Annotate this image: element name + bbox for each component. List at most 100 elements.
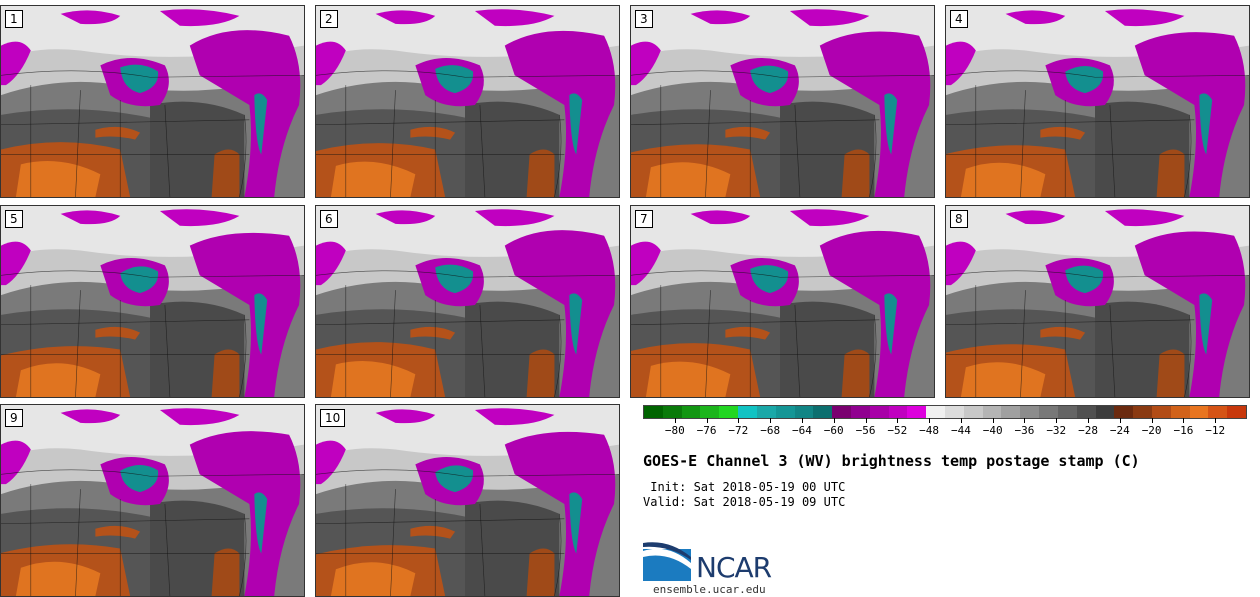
init-time: Init: Sat 2018-05-19 00 UTC xyxy=(643,480,846,494)
member-panel-2: 2 xyxy=(315,5,620,198)
colorbar-swatch xyxy=(1076,406,1096,418)
member-panel-7: 7 xyxy=(630,205,935,398)
ncar-logo-icon xyxy=(643,542,691,581)
colorbar-swatch xyxy=(888,406,908,418)
colorbar-tick xyxy=(1024,418,1026,423)
colorbar-tick xyxy=(706,418,708,423)
colorbar-tick-label: −80 xyxy=(664,424,685,437)
member-label: 10 xyxy=(320,409,346,427)
colorbar-swatch xyxy=(813,406,833,418)
colorbar-tick xyxy=(897,418,899,423)
wv-map xyxy=(1,206,304,397)
colorbar-swatch xyxy=(1189,406,1209,418)
colorbar-tick xyxy=(770,418,772,423)
colorbar-swatch xyxy=(1170,406,1190,418)
wv-map xyxy=(1,6,304,197)
colorbar-swatch xyxy=(681,406,701,418)
colorbar-swatch xyxy=(719,406,739,418)
colorbar xyxy=(643,405,1247,419)
member-label: 3 xyxy=(635,10,653,28)
colorbar-swatch xyxy=(1151,406,1171,418)
colorbar-swatch xyxy=(1001,406,1021,418)
colorbar-tick-label: −48 xyxy=(919,424,940,437)
colorbar-swatch xyxy=(832,406,851,418)
colorbar-swatch xyxy=(756,406,776,418)
colorbar-swatch xyxy=(1095,406,1115,418)
colorbar-tick-label: −76 xyxy=(696,424,717,437)
colorbar-swatch xyxy=(926,406,945,418)
colorbar-swatch xyxy=(662,406,682,418)
colorbar-tick xyxy=(738,418,740,423)
colorbar-swatch xyxy=(1039,406,1058,418)
colorbar-tick-label: −72 xyxy=(728,424,749,437)
colorbar-tick-label: −44 xyxy=(950,424,971,437)
member-label: 6 xyxy=(320,210,338,228)
member-label: 4 xyxy=(950,10,968,28)
member-label: 2 xyxy=(320,10,338,28)
plot-title: GOES-E Channel 3 (WV) brightness temp po… xyxy=(643,452,1140,470)
colorbar-tick-label: −32 xyxy=(1046,424,1067,437)
colorbar-tick-label: −28 xyxy=(1078,424,1098,437)
colorbar-swatch xyxy=(850,406,870,418)
colorbar-tick-label: −36 xyxy=(1014,424,1035,437)
site-url: ensemble.ucar.edu xyxy=(653,583,766,596)
wv-map xyxy=(946,206,1249,397)
member-panel-5: 5 xyxy=(0,205,305,398)
colorbar-tick xyxy=(960,418,962,423)
colorbar-swatch xyxy=(1227,406,1246,418)
ncar-logo-text: NCAR xyxy=(696,551,772,584)
member-panel-9: 9 xyxy=(0,404,305,597)
colorbar-tick xyxy=(1119,418,1121,423)
colorbar-swatch xyxy=(1020,406,1040,418)
colorbar-tick-label: −60 xyxy=(823,424,844,437)
colorbar-tick xyxy=(1215,418,1217,423)
colorbar-tick xyxy=(674,418,676,423)
colorbar-tick-label: −20 xyxy=(1141,424,1162,437)
colorbar-tick xyxy=(1088,418,1090,423)
member-panel-6: 6 xyxy=(315,205,620,398)
wv-map xyxy=(946,6,1249,197)
colorbar-swatch xyxy=(794,406,814,418)
wv-map xyxy=(316,206,619,397)
colorbar-swatch xyxy=(945,406,964,418)
member-panel-1: 1 xyxy=(0,5,305,198)
member-label: 5 xyxy=(5,210,23,228)
colorbar-tick xyxy=(929,418,931,423)
colorbar-tick-label: −16 xyxy=(1173,424,1194,437)
colorbar-ticks: −80 −76 −72 −68 −64 −60 −56 −52 −48 −44 −40 −36 −32−… xyxy=(643,418,1247,438)
colorbar-swatch xyxy=(700,406,720,418)
colorbar-tick xyxy=(801,418,803,423)
member-panel-3: 3 xyxy=(630,5,935,198)
member-label: 1 xyxy=(5,10,23,28)
colorbar-tick xyxy=(992,418,994,423)
colorbar-tick xyxy=(1183,418,1185,423)
colorbar-tick-label: −24 xyxy=(1109,424,1130,437)
colorbar-tick-label: −64 xyxy=(792,424,812,437)
colorbar-tick xyxy=(1056,418,1058,423)
colorbar-swatch xyxy=(738,406,757,418)
member-label: 9 xyxy=(5,409,23,427)
colorbar-tick xyxy=(1151,418,1153,423)
colorbar-tick-label: −40 xyxy=(982,424,1003,437)
colorbar-tick-label: −56 xyxy=(855,424,876,437)
colorbar-swatch xyxy=(982,406,1002,418)
member-panel-10: 10 xyxy=(315,404,620,597)
colorbar-tick xyxy=(833,418,835,423)
colorbar-swatch xyxy=(644,406,663,418)
colorbar-swatch xyxy=(1208,406,1228,418)
wv-map xyxy=(316,6,619,197)
colorbar-tick xyxy=(865,418,867,423)
colorbar-tick-label: −52 xyxy=(887,424,908,437)
wv-map xyxy=(316,405,619,596)
colorbar-swatch xyxy=(1114,406,1134,418)
member-panel-8: 8 xyxy=(945,205,1250,398)
colorbar-swatch xyxy=(963,406,983,418)
colorbar-swatch xyxy=(775,406,795,418)
valid-time: Valid: Sat 2018-05-19 09 UTC xyxy=(643,495,846,509)
wv-map xyxy=(631,206,934,397)
colorbar-swatch xyxy=(907,406,927,418)
wv-map xyxy=(1,405,304,596)
member-label: 7 xyxy=(635,210,653,228)
member-panel-4: 4 xyxy=(945,5,1250,198)
colorbar-swatch xyxy=(1057,406,1077,418)
